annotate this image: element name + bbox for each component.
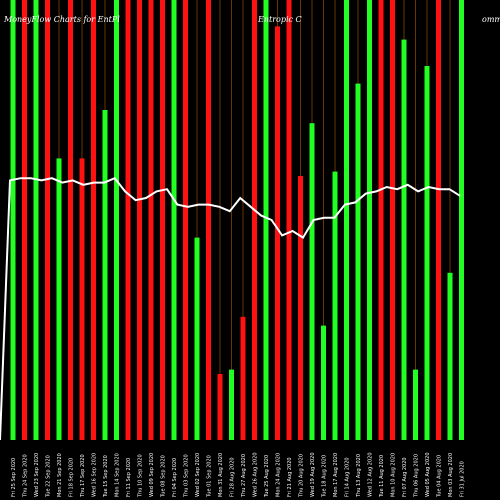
- x-tick-label: Mon 21 Sep 2020: [57, 453, 63, 497]
- bar-up: [309, 123, 315, 440]
- x-tick-label: Tue 08 Sep 2020: [161, 455, 167, 498]
- x-tick-label: Fri 25 Sep 2020: [11, 458, 17, 497]
- bar-up: [424, 66, 430, 440]
- bar-up: [413, 369, 418, 440]
- bar-down: [298, 176, 303, 440]
- x-tick-label: Tue 22 Sep 2020: [46, 455, 52, 498]
- x-tick-label: Fri 04 Sep 2020: [172, 458, 178, 497]
- bar-up: [263, 0, 269, 440]
- x-tick-label: Tue 04 Aug 2020: [437, 455, 443, 498]
- x-tick-label: Fri 31 Jul 2020: [460, 461, 466, 497]
- x-tick-label: Mon 17 Aug 2020: [333, 453, 339, 497]
- bar-down: [125, 0, 131, 440]
- bar-up: [114, 0, 119, 440]
- bar-down: [390, 0, 395, 440]
- bars-layer: [10, 0, 464, 441]
- x-tick-label: Wed 16 Sep 2020: [92, 453, 98, 497]
- x-tick-label: Wed 05 Aug 2020: [425, 452, 431, 497]
- bar-up: [367, 0, 372, 440]
- bar-up: [102, 110, 108, 440]
- bar-down: [436, 0, 441, 440]
- chart-title-right: Entropic C: [257, 15, 302, 24]
- x-tick-label: Tue 11 Aug 2020: [379, 455, 385, 498]
- bar-down: [206, 0, 211, 440]
- x-tick-label: Fri 07 Aug 2020: [402, 457, 408, 497]
- x-tick-label: Fri 28 Aug 2020: [230, 457, 236, 497]
- bar-up: [321, 325, 326, 440]
- bar-up: [33, 0, 39, 440]
- x-tick-label: Tue 15 Sep 2020: [103, 455, 109, 498]
- bar-down: [22, 0, 27, 440]
- bar-down: [79, 158, 85, 440]
- x-tick-labels: Fri 25 Sep 2020 Thu 24 Sep 2020 Wed 23 Sep…: [11, 452, 466, 498]
- x-tick-label: Wed 12 Aug 2020: [368, 452, 374, 497]
- bar-down: [91, 0, 96, 440]
- chart-title: MoneyFlow Charts for EntPl Entropic C om…: [3, 15, 500, 24]
- bar-down: [378, 0, 384, 440]
- x-tick-label: Wed 23 Sep 2020: [34, 453, 40, 497]
- x-tick-label: Fri 14 Aug 2020: [345, 457, 351, 497]
- bar-up: [56, 158, 62, 440]
- bar-down: [240, 316, 246, 440]
- x-tick-label: Wed 09 Sep 2020: [149, 453, 155, 497]
- x-tick-label: Thu 06 Aug 2020: [414, 454, 420, 498]
- x-tick-label: Fri 21 Aug 2020: [287, 457, 293, 497]
- x-tick-label: Mon 03 Aug 2020: [448, 453, 454, 497]
- bar-up: [401, 39, 407, 440]
- bar-up: [332, 171, 338, 440]
- price-line: [0, 176, 461, 441]
- x-tick-label: Fri 11 Sep 2020: [126, 458, 132, 497]
- x-tick-label: Thu 10 Sep 2020: [138, 454, 144, 498]
- bar-down: [137, 0, 142, 440]
- bar-down: [183, 0, 188, 440]
- x-tick-label: Thu 13 Aug 2020: [356, 454, 362, 498]
- x-tick-label: Mon 14 Sep 2020: [115, 453, 121, 497]
- line-layer: [0, 176, 461, 441]
- bar-down: [148, 0, 154, 440]
- bar-down: [68, 0, 73, 440]
- bar-up: [229, 369, 234, 440]
- bar-up: [459, 0, 464, 440]
- x-tick-label: Tue 18 Aug 2020: [322, 455, 328, 498]
- x-tick-label: Thu 20 Aug 2020: [299, 454, 305, 498]
- bar-down: [45, 0, 50, 440]
- bar-down: [217, 374, 223, 440]
- bar-up: [194, 237, 200, 440]
- bar-down: [275, 26, 280, 441]
- chart-title-edge: omm: [482, 15, 500, 24]
- x-tick-label: Thu 17 Sep 2020: [80, 454, 86, 498]
- x-tick-label: Wed 26 Aug 2020: [253, 452, 259, 497]
- x-tick-label: Mon 10 Aug 2020: [391, 453, 397, 497]
- bar-up: [355, 83, 361, 440]
- x-tick-label: Thu 27 Aug 2020: [241, 454, 247, 498]
- x-tick-label: Fri 18 Sep 2020: [69, 458, 75, 497]
- bar-down: [160, 0, 165, 440]
- x-tick-label: Thu 03 Sep 2020: [184, 454, 190, 498]
- bar-down: [252, 0, 257, 440]
- bar-up: [10, 0, 16, 440]
- x-tick-label: Mon 31 Aug 2020: [218, 453, 224, 497]
- bar-down: [286, 0, 292, 440]
- bar-up: [447, 272, 453, 440]
- chart-title-left: MoneyFlow Charts for EntPl: [3, 15, 120, 24]
- x-tick-label: Tue 25 Aug 2020: [264, 455, 270, 498]
- bar-up: [171, 0, 177, 440]
- bar-up: [344, 0, 349, 440]
- x-tick-label: Wed 02 Sep 2020: [195, 453, 201, 497]
- x-tick-label: Mon 24 Aug 2020: [276, 453, 282, 497]
- x-tick-label: Wed 19 Aug 2020: [310, 452, 316, 497]
- x-tick-label: Tue 01 Sep 2020: [207, 455, 213, 498]
- x-tick-label: Thu 24 Sep 2020: [23, 454, 29, 498]
